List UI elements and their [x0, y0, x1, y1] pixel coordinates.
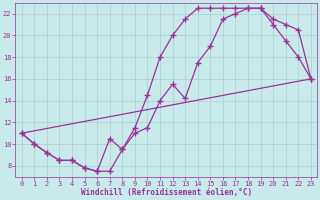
X-axis label: Windchill (Refroidissement éolien,°C): Windchill (Refroidissement éolien,°C) [81, 188, 252, 197]
